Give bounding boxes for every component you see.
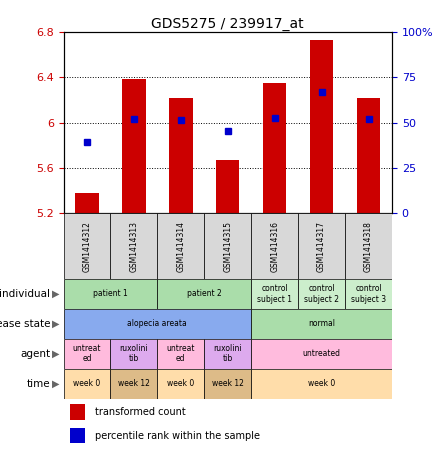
- Text: week 12: week 12: [118, 379, 150, 388]
- Text: week 0: week 0: [308, 379, 335, 388]
- Text: percentile rank within the sample: percentile rank within the sample: [95, 430, 260, 440]
- Bar: [251, 213, 298, 279]
- Bar: [157, 213, 204, 279]
- Bar: [110, 339, 157, 369]
- Bar: [310, 40, 333, 213]
- Text: normal: normal: [308, 319, 335, 328]
- Bar: [251, 279, 298, 309]
- Bar: [251, 369, 392, 399]
- Text: control
subject 2: control subject 2: [304, 284, 339, 304]
- Text: GSM1414312: GSM1414312: [82, 221, 92, 272]
- Text: patient 1: patient 1: [93, 289, 128, 299]
- Text: week 0: week 0: [73, 379, 101, 388]
- Bar: [157, 339, 204, 369]
- Text: week 12: week 12: [212, 379, 244, 388]
- Text: ▶: ▶: [52, 319, 59, 329]
- Bar: [110, 369, 157, 399]
- Bar: [110, 213, 157, 279]
- Text: GSM1414314: GSM1414314: [177, 221, 185, 272]
- Bar: [345, 213, 392, 279]
- Bar: [204, 339, 251, 369]
- Bar: [64, 309, 251, 339]
- Text: disease state: disease state: [0, 319, 50, 329]
- Bar: [64, 339, 110, 369]
- Text: alopecia areata: alopecia areata: [127, 319, 187, 328]
- Bar: [204, 369, 251, 399]
- Bar: [70, 404, 85, 419]
- Text: control
subject 3: control subject 3: [351, 284, 386, 304]
- Text: patient 2: patient 2: [187, 289, 222, 299]
- Text: GSM1414315: GSM1414315: [223, 221, 232, 272]
- Bar: [122, 79, 145, 213]
- Bar: [251, 339, 392, 369]
- Bar: [298, 279, 345, 309]
- Bar: [64, 213, 110, 279]
- Text: time: time: [27, 379, 50, 389]
- Bar: [357, 98, 380, 213]
- Text: untreated: untreated: [303, 349, 341, 358]
- Text: control
subject 1: control subject 1: [257, 284, 292, 304]
- Text: GSM1414316: GSM1414316: [270, 221, 279, 272]
- Bar: [75, 193, 99, 213]
- Bar: [169, 98, 193, 213]
- Bar: [263, 83, 286, 213]
- Text: ruxolini
tib: ruxolini tib: [120, 344, 148, 363]
- Text: week 0: week 0: [167, 379, 194, 388]
- Text: untreat
ed: untreat ed: [166, 344, 195, 363]
- Bar: [216, 160, 240, 213]
- Bar: [157, 369, 204, 399]
- Text: individual: individual: [0, 289, 50, 299]
- Bar: [204, 213, 251, 279]
- Bar: [64, 369, 110, 399]
- Bar: [157, 279, 251, 309]
- Text: ▶: ▶: [52, 349, 59, 359]
- Bar: [298, 213, 345, 279]
- Bar: [64, 279, 157, 309]
- Text: GSM1414313: GSM1414313: [129, 221, 138, 272]
- Text: GSM1414317: GSM1414317: [317, 221, 326, 272]
- Text: GSM1414318: GSM1414318: [364, 221, 373, 272]
- Text: transformed count: transformed count: [95, 407, 185, 417]
- Text: ▶: ▶: [52, 289, 59, 299]
- Title: GDS5275 / 239917_at: GDS5275 / 239917_at: [152, 17, 304, 31]
- Bar: [70, 428, 85, 443]
- Bar: [251, 309, 392, 339]
- Text: ruxolini
tib: ruxolini tib: [213, 344, 242, 363]
- Text: agent: agent: [20, 349, 50, 359]
- Bar: [345, 279, 392, 309]
- Text: ▶: ▶: [52, 379, 59, 389]
- Text: untreat
ed: untreat ed: [73, 344, 101, 363]
